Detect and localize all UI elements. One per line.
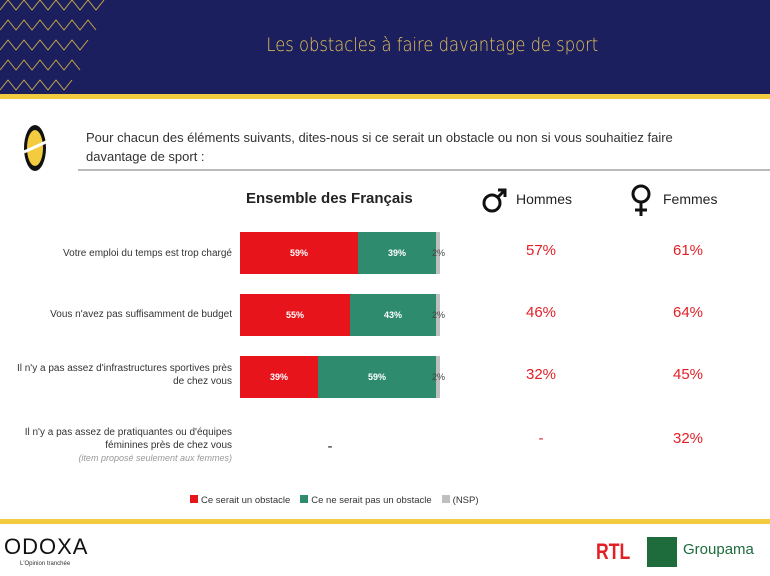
- legend-label: Ce ne serait pas un obstacle: [311, 495, 432, 506]
- female-icon: [631, 184, 651, 216]
- legend-item: Ce serait un obstacle: [190, 495, 290, 506]
- data-label-nsp: 2%: [432, 310, 446, 320]
- column-header-hommes: Hommes: [516, 191, 573, 207]
- category-note: (item proposé seulement aux femmes): [78, 453, 232, 463]
- odoxa-logo: ODOXA: [4, 534, 89, 559]
- header-banner: Les obstacles à faire davantage de sport: [0, 0, 770, 94]
- bar-missing-label: -: [327, 438, 333, 455]
- page-title: Les obstacles à faire davantage de sport: [266, 34, 599, 56]
- bar-segment-obstacle: 59%: [240, 232, 358, 274]
- legend-item: Ce ne serait pas un obstacle: [300, 495, 432, 506]
- data-label-nsp: 2%: [432, 372, 446, 382]
- male-icon: [482, 188, 507, 213]
- legend-swatch: [300, 495, 309, 503]
- legend-label: (NSP): [452, 495, 479, 506]
- hommes-value: 32%: [525, 366, 557, 383]
- bar-segment-obstacle: 39%: [240, 356, 318, 398]
- category-text: Vous n'avez pas suffisamment de budget: [50, 309, 232, 320]
- odoxa-question-icon: [23, 125, 47, 171]
- bar-segment-not-obstacle: 59%: [318, 356, 436, 398]
- divider: [0, 519, 770, 524]
- femmes-value: 45%: [672, 366, 704, 383]
- chart-legend: Ce serait un obstacle Ce ne serait pas u…: [190, 495, 479, 506]
- legend-item: (NSP): [441, 495, 479, 506]
- legend-label: Ce serait un obstacle: [201, 495, 291, 506]
- legend-swatch: [190, 495, 198, 503]
- category-label: Il n'y a pas assez d'infrastructures spo…: [10, 362, 232, 388]
- bar-segment-nsp: [436, 232, 440, 274]
- groupama-logo: Groupama: [683, 541, 754, 558]
- category-text: Il n'y a pas assez de pratiquantes ou d'…: [24, 427, 232, 451]
- bar-segment-not-obstacle: 43%: [350, 294, 436, 336]
- category-label: Vous n'avez pas suffisamment de budget: [10, 308, 232, 321]
- category-label: Votre emploi du temps est trop chargé: [10, 247, 232, 260]
- hommes-value: 46%: [525, 304, 557, 321]
- column-header-femmes: Femmes: [663, 191, 718, 207]
- chevron-pattern: [0, 0, 105, 91]
- category-label: Il n'y a pas assez de pratiquantes ou d'…: [10, 426, 232, 465]
- bar-segment-nsp: [436, 294, 440, 336]
- hommes-value: 57%: [525, 242, 557, 259]
- groupama-logo-icon: [647, 537, 677, 567]
- bar-segment-nsp: [436, 356, 440, 398]
- divider: [0, 94, 770, 99]
- bar-segment-obstacle: 55%: [240, 294, 350, 336]
- femmes-value: 64%: [672, 304, 704, 321]
- column-header-ensemble: Ensemble des Français: [246, 190, 413, 207]
- hommes-value: -: [538, 430, 544, 447]
- bar-segment-not-obstacle: 39%: [358, 232, 436, 274]
- femmes-value: 32%: [672, 430, 704, 447]
- question-text: Pour chacun des éléments suivants, dites…: [86, 130, 673, 164]
- rtl-logo: RTL: [596, 539, 631, 564]
- category-text: Votre emploi du temps est trop chargé: [63, 248, 232, 259]
- data-label-nsp: 2%: [432, 248, 446, 258]
- femmes-value: 61%: [672, 242, 704, 259]
- odoxa-tagline: L'Opinion tranchée: [20, 561, 71, 567]
- divider: [78, 169, 770, 171]
- category-text: Il n'y a pas assez d'infrastructures spo…: [16, 363, 232, 387]
- legend-swatch: [441, 495, 450, 503]
